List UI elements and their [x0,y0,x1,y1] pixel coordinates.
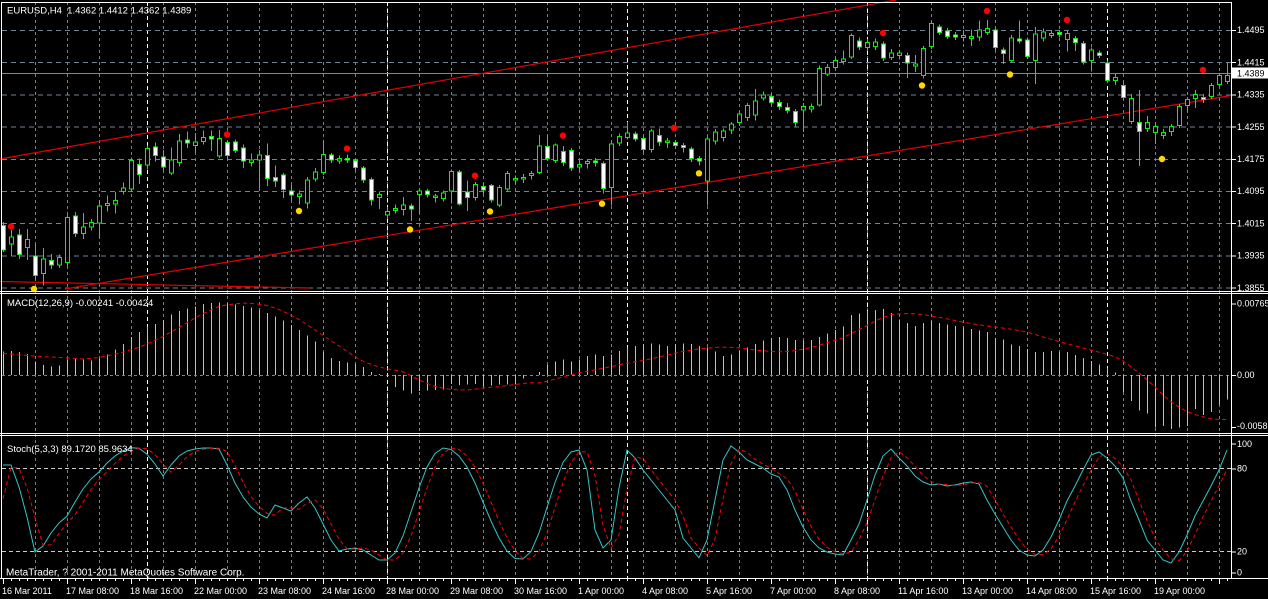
svg-text:8 Apr 08:00: 8 Apr 08:00 [834,586,880,596]
svg-text:4 Apr 08:00: 4 Apr 08:00 [642,586,688,596]
svg-text:Stoch(5,3,3) 89.1720 85.9634: Stoch(5,3,3) 89.1720 85.9634 [7,444,133,455]
svg-text:11 Apr 16:00: 11 Apr 16:00 [898,586,948,596]
svg-text:1.3935: 1.3935 [1237,251,1265,261]
svg-text:0.00765: 0.00765 [1237,299,1268,309]
svg-text:7 Apr 00:00: 7 Apr 00:00 [770,586,816,596]
svg-text:1.4175: 1.4175 [1237,154,1265,164]
svg-text:30 Mar 16:00: 30 Mar 16:00 [514,586,567,596]
svg-text:22 Mar 00:00: 22 Mar 00:00 [194,586,247,596]
svg-text:1.4495: 1.4495 [1237,25,1265,35]
svg-text:MetaTrader, ? 2001-2011 MetaQu: MetaTrader, ? 2001-2011 MetaQuotes Softw… [6,568,244,579]
svg-text:1.3855: 1.3855 [1237,283,1265,293]
svg-text:16 Mar 2011: 16 Mar 2011 [2,586,52,596]
svg-text:14 Apr 08:00: 14 Apr 08:00 [1026,586,1077,596]
svg-text:0.00: 0.00 [1237,370,1255,380]
svg-text:0: 0 [1237,568,1242,578]
svg-text:1.4389: 1.4389 [1237,69,1265,79]
svg-text:100: 100 [1237,439,1252,449]
svg-text:18 Mar 16:00: 18 Mar 16:00 [130,586,183,596]
svg-text:EURUSD,H4 1.4362 1.4412 1.436: EURUSD,H4 1.4362 1.4412 1.4362 1.4389 [7,6,191,17]
svg-text:17 Mar 08:00: 17 Mar 08:00 [66,586,119,596]
svg-text:1 Apr 00:00: 1 Apr 00:00 [578,586,624,596]
svg-text:23 Mar 08:00: 23 Mar 08:00 [258,586,311,596]
svg-text:80: 80 [1237,464,1247,474]
svg-text:1.4255: 1.4255 [1237,122,1265,132]
svg-text:29 Mar 08:00: 29 Mar 08:00 [450,586,503,596]
svg-text:1.4415: 1.4415 [1237,57,1265,67]
svg-text:15 Apr 16:00: 15 Apr 16:00 [1090,586,1141,596]
svg-text:5 Apr 16:00: 5 Apr 16:00 [706,586,752,596]
svg-text:1.4095: 1.4095 [1237,186,1265,196]
svg-text:24 Mar 16:00: 24 Mar 16:00 [322,586,375,596]
svg-text:1.4015: 1.4015 [1237,218,1265,228]
svg-text:13 Apr 00:00: 13 Apr 00:00 [962,586,1013,596]
svg-text:1.4335: 1.4335 [1237,90,1265,100]
svg-text:19 Apr 00:00: 19 Apr 00:00 [1154,586,1205,596]
svg-text:20: 20 [1237,547,1247,557]
svg-text:28 Mar 00:00: 28 Mar 00:00 [386,586,439,596]
svg-text:MACD(12,26,9) -0.00241 -0.0042: MACD(12,26,9) -0.00241 -0.00424 [7,298,153,309]
